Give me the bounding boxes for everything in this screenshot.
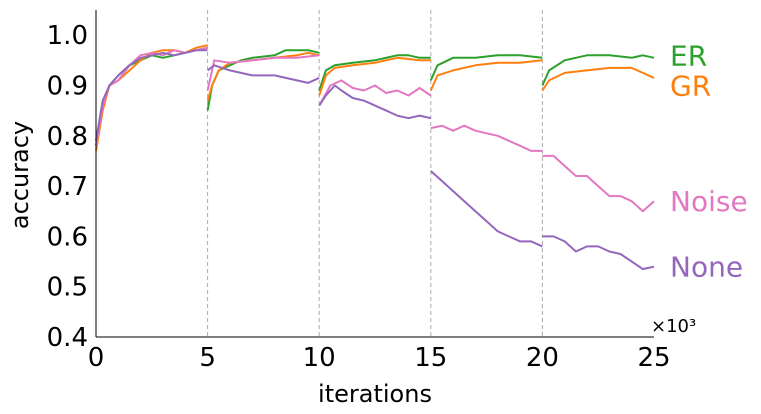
x-tick-labels: 0 5 10 15 20 25 — [88, 343, 671, 373]
series-line-none — [95, 49, 208, 141]
series-line-er — [95, 46, 208, 146]
y-tick-label: 0.6 — [47, 222, 88, 252]
series-line-gr — [95, 44, 208, 152]
x-tick-label: 15 — [414, 343, 447, 373]
task-boundary-lines — [207, 10, 543, 337]
x-tick-label: 5 — [199, 343, 216, 373]
series-line-gr — [429, 59, 543, 91]
x-multiplier-label: ×10³ — [651, 316, 696, 337]
series-line-noise — [430, 124, 543, 152]
y-tick-labels: 0.4 0.5 0.6 0.7 0.8 0.9 1.0 — [47, 21, 88, 353]
series-line-noise — [95, 46, 208, 146]
y-tick-label: 0.4 — [47, 323, 88, 353]
series-line-none — [318, 84, 432, 120]
x-tick-label: 20 — [526, 343, 559, 373]
y-axis-label: accuracy — [6, 121, 34, 229]
y-tick-label: 0.7 — [47, 172, 88, 202]
x-tick-label: 25 — [637, 343, 670, 373]
y-tick-label: 0.9 — [47, 71, 88, 101]
x-tick-label: 0 — [88, 343, 105, 373]
series-line-none — [206, 64, 320, 84]
series-line-noise — [206, 54, 320, 91]
series-label-gr: GR — [670, 69, 711, 102]
series-label-none: None — [670, 251, 743, 284]
series-line-none — [430, 170, 543, 248]
series-line-noise — [318, 79, 432, 107]
y-tick-label: 0.5 — [47, 273, 88, 303]
y-tick-label: 0.8 — [47, 122, 88, 152]
series-line-noise — [542, 154, 655, 213]
series-line-none — [542, 235, 655, 271]
series-lines — [95, 44, 655, 271]
series-line-gr — [541, 66, 655, 92]
series-label-er: ER — [670, 39, 707, 72]
x-tick-label: 10 — [303, 343, 336, 373]
x-axis-label: iterations — [318, 380, 432, 408]
series-line-gr — [318, 56, 431, 96]
series-line-er — [429, 54, 543, 81]
y-tick-label: 1.0 — [47, 21, 88, 51]
series-label-noise: Noise — [670, 185, 748, 218]
series-line-er — [318, 54, 431, 91]
series-line-er — [541, 54, 655, 86]
